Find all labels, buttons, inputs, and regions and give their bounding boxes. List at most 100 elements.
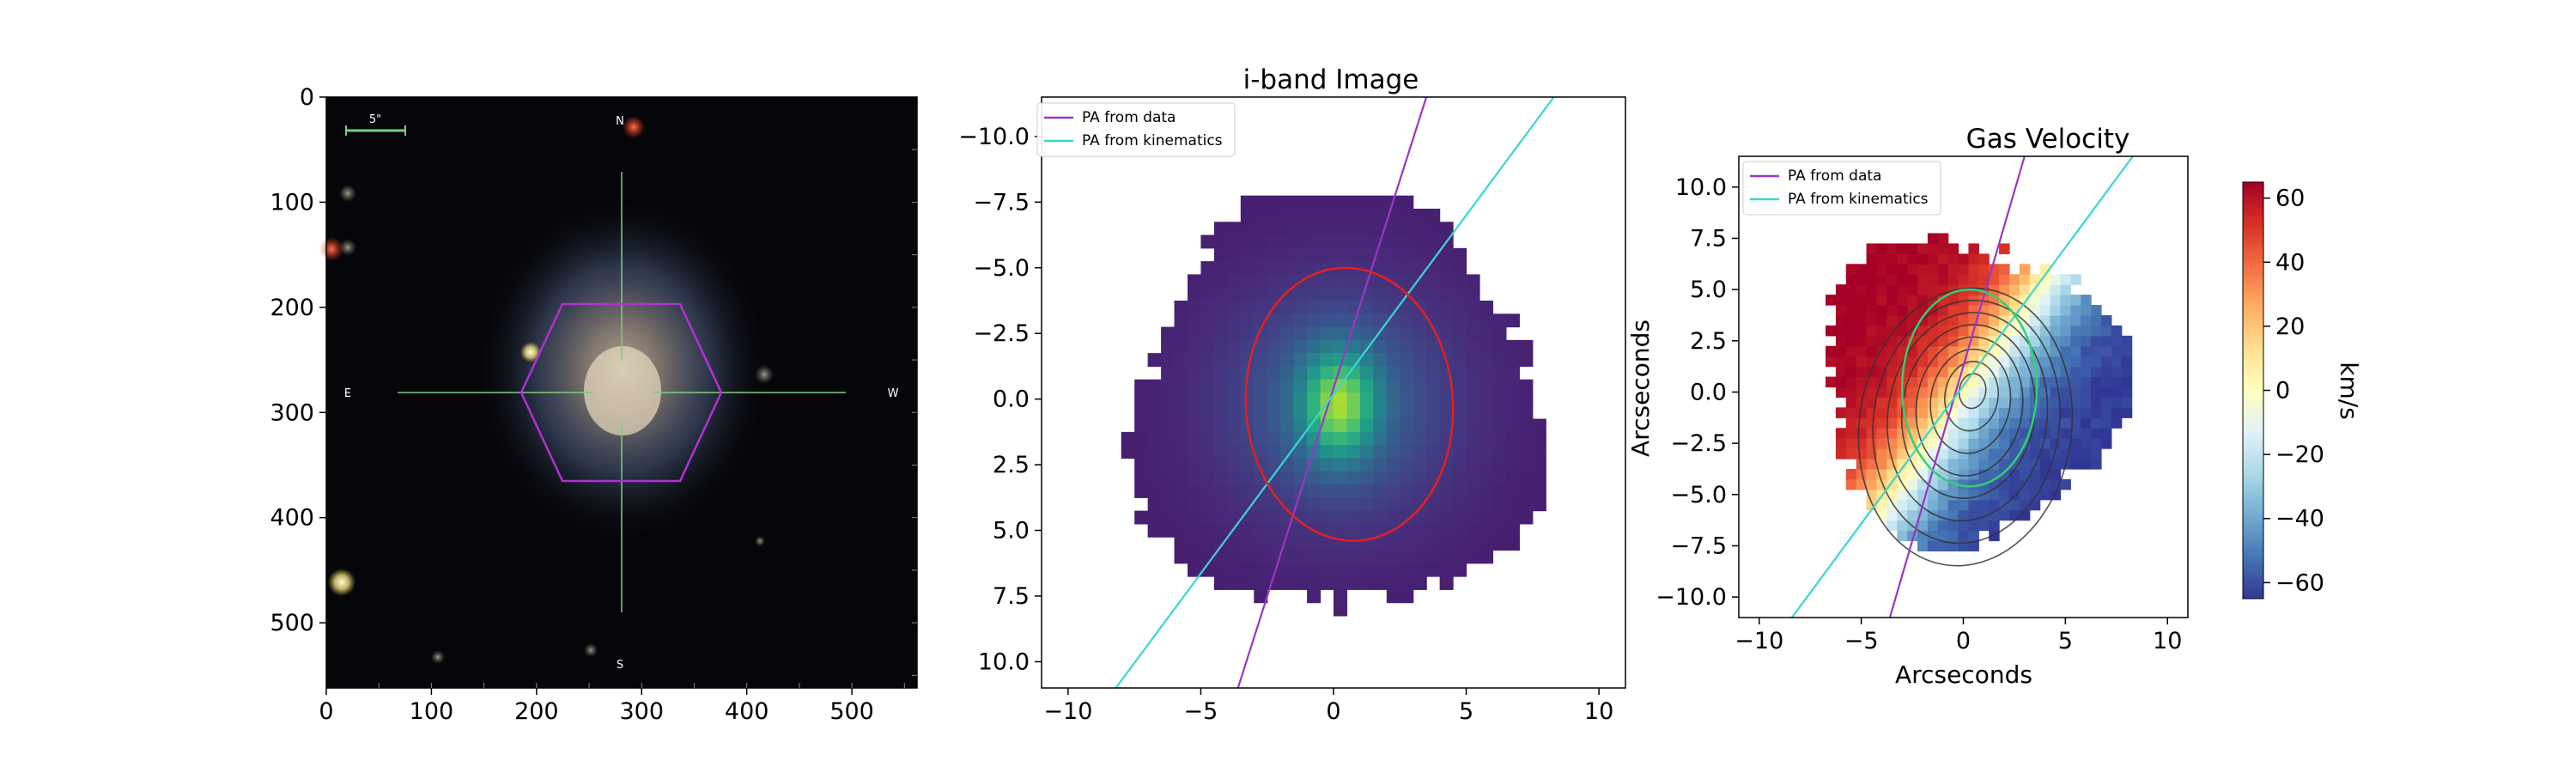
gas-velocity-pixel (2050, 305, 2062, 316)
i-band-pixel (1134, 484, 1149, 498)
i-band-pixel (1386, 222, 1400, 236)
gas-velocity-pixel (1917, 386, 1929, 399)
panel-sdss-image: 5" N S E W 0 100 200 300 400 500 0 100 200 300 400… (270, 84, 918, 725)
i-band-pixel (1213, 576, 1228, 590)
gas-velocity-pixel (1937, 448, 1949, 460)
i-band-pixel (1307, 379, 1321, 393)
gas-velocity-pixel (1907, 407, 1918, 418)
sdss-xtick-label: 100 (410, 698, 454, 725)
gas-velocity-pa-kin-line (1790, 155, 2134, 618)
gas-velocity-flux-contour (1872, 299, 2061, 545)
gas-velocity-pixel (2070, 438, 2081, 449)
i-band-pixel (1227, 326, 1242, 341)
gas-velocity-title: Gas Velocity (1966, 124, 2130, 155)
i-band-legend-label-data: PA from data (1082, 109, 1176, 126)
gas-velocity-pixel (2029, 274, 2041, 285)
gas-velocity-pixel (1968, 407, 1979, 418)
gas-velocity-pixel (1958, 314, 1970, 326)
gas-velocity-pixel (1856, 407, 1868, 418)
gas-velocity-pixel (1866, 478, 1878, 490)
i-band-pixel (1413, 313, 1427, 328)
gas-velocity-pixel (2081, 295, 2092, 306)
i-band-pixel (1280, 418, 1295, 433)
i-band-pixel (1200, 445, 1215, 460)
i-band-pixel (1413, 366, 1427, 380)
i-band-pixel (1373, 366, 1388, 380)
i-band-pixel (1334, 313, 1348, 328)
i-band-pixel (1426, 458, 1441, 472)
i-band-pixel (1346, 458, 1361, 472)
gas-velocity-pixel (1937, 356, 1949, 368)
i-band-pixel (1492, 353, 1507, 368)
gas-velocity-pixel (2008, 478, 2020, 490)
gas-velocity-pixel (1856, 468, 1868, 480)
i-band-pixel (1293, 326, 1308, 341)
i-band-pixel (1426, 445, 1441, 460)
i-band-pixel (1227, 458, 1242, 472)
gas-velocity-ytick-label: 10.0 (1675, 174, 1727, 201)
i-band-pixel (1334, 418, 1348, 433)
gas-velocity-pixel (2070, 397, 2081, 408)
i-band-pixel (1254, 550, 1268, 564)
i-band-pixel (1280, 458, 1295, 472)
i-band-pixel (1280, 550, 1295, 564)
i-band-pixel (1453, 353, 1467, 368)
i-band-pixel (1426, 510, 1441, 525)
i-band-pixel (1254, 261, 1268, 275)
i-band-pixel (1293, 287, 1308, 301)
i-band-pixel (1147, 523, 1162, 538)
gas-velocity-pixel (2111, 345, 2123, 357)
i-band-pixel (1293, 234, 1308, 249)
i-band-pixel (1188, 497, 1202, 512)
gas-velocity-pixel (1856, 376, 1868, 388)
i-band-pixel (1466, 497, 1480, 512)
gas-velocity-pixel (2091, 438, 2102, 449)
i-band-pixel (1307, 300, 1321, 314)
i-band-pixel (1413, 418, 1427, 433)
gas-velocity-pixel (2060, 314, 2071, 326)
gas-velocity-pixel (2121, 386, 2133, 399)
gas-velocity-pixel (1835, 407, 1847, 418)
gas-velocity-pixel (2121, 397, 2133, 408)
i-band-pixel (1426, 353, 1441, 368)
i-band-pixel (1161, 366, 1176, 380)
gas-velocity-pixel (1845, 295, 1857, 306)
i-band-pixel (1386, 247, 1400, 262)
i-band-pixel (1161, 393, 1176, 406)
gas-velocity-pixel (2039, 489, 2051, 501)
gas-velocity-pixel (1886, 386, 1898, 399)
i-band-pixel (1213, 353, 1228, 368)
i-band-pixel (1334, 326, 1348, 341)
i-band-pixel (1334, 602, 1348, 617)
i-band-pixel (1346, 247, 1361, 262)
gas-velocity-pixel (1978, 417, 1990, 429)
i-band-pixel (1227, 550, 1242, 564)
i-band-pixel (1359, 563, 1374, 577)
i-band-pixel (1240, 274, 1255, 289)
gas-velocity-pixel (1845, 284, 1857, 295)
gas-velocity-pixel (1856, 356, 1868, 368)
gas-velocity-pixel (1886, 509, 1898, 521)
gas-velocity-pixel (1856, 459, 1868, 470)
i-band-pixel (1280, 287, 1295, 301)
i-band-pixel (1213, 287, 1228, 301)
star-dim-3 (755, 365, 774, 384)
gas-velocity-pixel (1989, 305, 2000, 316)
i-band-pixel (1426, 418, 1441, 433)
i-band-pixel (1280, 313, 1295, 328)
i-band-pixel (1254, 471, 1268, 485)
gas-velocity-pixel (1876, 397, 1887, 408)
i-band-pixel (1320, 247, 1334, 262)
i-band-pixel (1280, 563, 1295, 577)
i-band-pixel (1505, 418, 1520, 433)
gas-velocity-pixel (2039, 284, 2051, 295)
gas-velocity-pixel (2050, 325, 2062, 337)
gas-velocity-pixel (1927, 243, 1939, 254)
gas-velocity-pixel (1907, 253, 1918, 265)
gas-velocity-pixel (1937, 509, 1949, 521)
i-band-pixel (1293, 550, 1308, 564)
i-band-pixel (1240, 326, 1255, 341)
i-band-pixel (1492, 497, 1507, 512)
i-band-pixel (1267, 379, 1281, 393)
i-band-pixel (1519, 353, 1534, 368)
